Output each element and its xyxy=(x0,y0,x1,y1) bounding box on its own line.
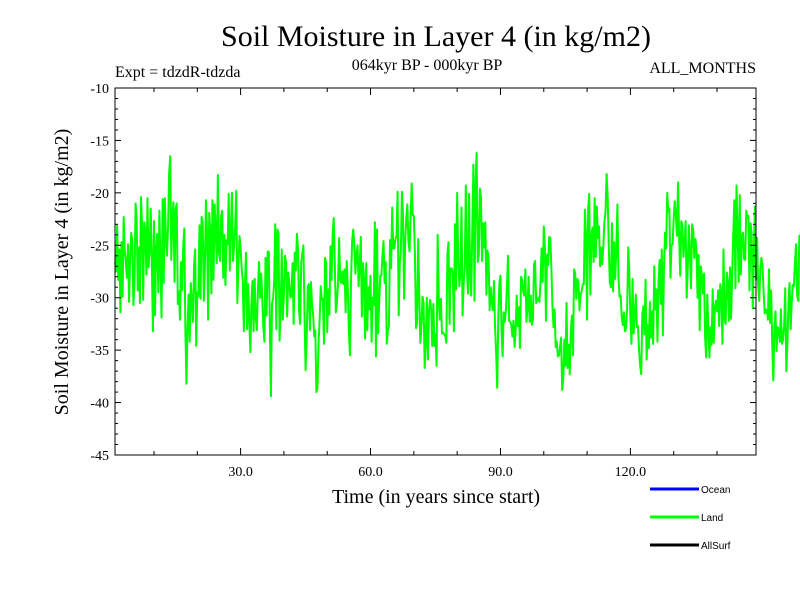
x-tick-label: 120.0 xyxy=(615,465,647,480)
legend: Ocean Land AllSurf xyxy=(650,485,731,552)
legend-label-allsurf: AllSurf xyxy=(701,541,731,552)
x-tick-label: 60.0 xyxy=(358,465,383,480)
y-tick-label: -40 xyxy=(90,397,109,412)
y-axis-label: Soil Moisture in Layer 4 (in kg/m2) xyxy=(51,129,73,416)
period-label: 064kyr BP - 000kyr BP xyxy=(352,57,503,74)
months-label: ALL_MONTHS xyxy=(649,60,756,77)
series-line-land xyxy=(114,152,800,398)
y-tick-label: -30 xyxy=(90,292,109,307)
axis-layer: -10 -15 -20 -25 -30 -35 -40 -45 30.0 60.0 90.0 120.… xyxy=(90,82,756,480)
y-tick-label: -20 xyxy=(90,187,109,202)
legend-label-ocean: Ocean xyxy=(701,485,730,496)
y-tick-label: -25 xyxy=(90,239,109,254)
y-tick-label: -10 xyxy=(90,82,109,97)
x-tick-label: 30.0 xyxy=(228,465,253,480)
legend-label-land: Land xyxy=(701,513,723,524)
x-tick-label: 90.0 xyxy=(488,465,513,480)
y-tick-label: -15 xyxy=(90,134,109,149)
y-tick-label: -35 xyxy=(90,344,109,359)
x-axis-label: Time (in years since start) xyxy=(332,486,540,508)
experiment-label: Expt = tdzdR-tdzda xyxy=(115,64,240,81)
series-layer xyxy=(114,152,800,398)
y-tick-label: -45 xyxy=(90,449,109,464)
plot-frame xyxy=(114,87,757,456)
chart-title: Soil Moisture in Layer 4 (in kg/m2) xyxy=(221,20,651,53)
